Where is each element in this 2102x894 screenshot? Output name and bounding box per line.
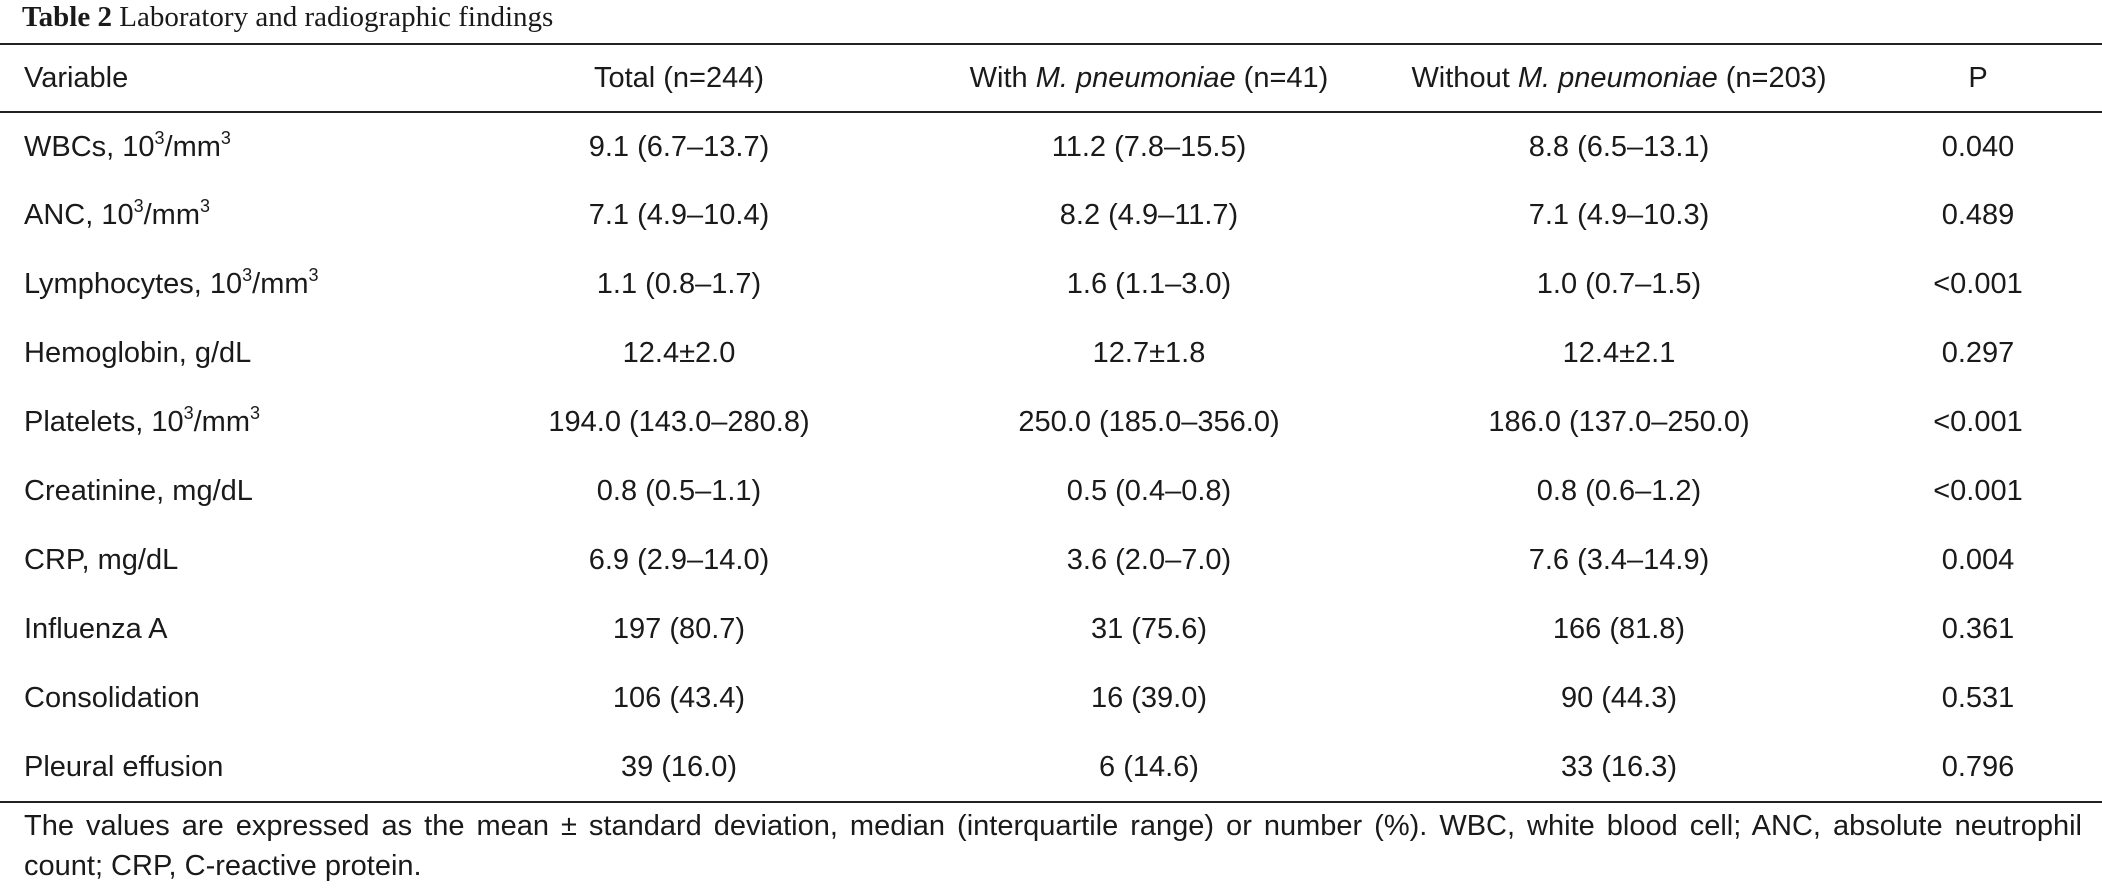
- row-label: Pleural effusion: [0, 733, 444, 803]
- table-row: Pleural effusion 39 (16.0) 6 (14.6) 33 (…: [0, 733, 2102, 803]
- cell-p: <0.001: [1933, 475, 2023, 507]
- row-label: Hemoglobin, g/dL: [24, 337, 252, 369]
- cell-total: 1.1 (0.8–1.7): [596, 268, 762, 300]
- cell-without: 0.8 (0.6–1.2): [1536, 475, 1702, 507]
- table-caption-label: Table 2: [22, 1, 112, 33]
- cell-total: 0.8 (0.5–1.1): [596, 475, 762, 507]
- cell-total: 12.4±2.0: [622, 337, 736, 369]
- table-row: Consolidation 106 (43.4) 16 (39.0) 90 (4…: [0, 664, 2102, 733]
- header-total: Total (n=244): [444, 43, 914, 113]
- cell-p: 0.531: [1941, 682, 2015, 714]
- header-with-prefix: With: [969, 61, 1036, 94]
- row-label: CRP, mg/dL: [24, 544, 179, 576]
- table-footnote: The values are expressed as the mean ± s…: [24, 810, 2082, 882]
- cell-p: 0.297: [1941, 337, 2015, 369]
- table-row: CRP, mg/dL 6.9 (2.9–14.0) 3.6 (2.0–7.0) …: [0, 526, 2102, 595]
- cell-without: 1.0 (0.7–1.5): [1536, 268, 1702, 300]
- row-label: Platelets, 103/mm3: [24, 403, 261, 438]
- cell-with: 11.2 (7.8–15.5): [1051, 130, 1247, 163]
- cell-p: <0.001: [1933, 268, 2023, 300]
- cell-p: 0.361: [1941, 613, 2015, 645]
- header-p: P: [1854, 43, 2102, 113]
- header-without-count: (n=203): [1717, 61, 1827, 94]
- cell-without: 7.6 (3.4–14.9): [1528, 544, 1710, 576]
- cell-p: 0.489: [1941, 199, 2015, 231]
- table-row: Creatinine, mg/dL 0.8 (0.5–1.1) 0.5 (0.4…: [0, 457, 2102, 526]
- cell-total: 106 (43.4): [612, 682, 746, 714]
- cell-p: 0.004: [1941, 544, 2015, 576]
- cell-with: 0.5 (0.4–0.8): [1066, 475, 1232, 507]
- table-row: Influenza A 197 (80.7) 31 (75.6) 166 (81…: [0, 595, 2102, 664]
- cell-without: 7.1 (4.9–10.3): [1528, 199, 1710, 231]
- cell-total: 6.9 (2.9–14.0): [588, 544, 770, 576]
- cell-with: 1.6 (1.1–3.0): [1066, 268, 1232, 300]
- table-row: ANC, 103/mm3 7.1 (4.9–10.4) 8.2 (4.9–11.…: [0, 181, 2102, 250]
- cell-with: 3.6 (2.0–7.0): [1066, 544, 1232, 576]
- table-row: Hemoglobin, g/dL 12.4±2.0 12.7±1.8 12.4±…: [0, 319, 2102, 388]
- table-row: Platelets, 103/mm3 194.0 (143.0–280.8) 2…: [0, 388, 2102, 457]
- cell-without: 166 (81.8): [1552, 613, 1686, 645]
- cell-with: 250.0 (185.0–356.0): [1018, 406, 1280, 438]
- row-label: Creatinine, mg/dL: [24, 475, 253, 507]
- cell-without: 12.4±2.1: [1562, 337, 1676, 369]
- cell-p: 0.040: [1941, 130, 2015, 163]
- cell-without: 8.8 (6.5–13.1): [1528, 130, 1710, 163]
- laboratory-findings-table: Variable Total (n=244) With M. pneumonia…: [0, 43, 2102, 803]
- table-row: WBCs, 103/mm3 9.1 (6.7–13.7) 11.2 (7.8–1…: [0, 112, 2102, 181]
- cell-with: 12.7±1.8: [1092, 337, 1206, 369]
- cell-total: 9.1 (6.7–13.7): [588, 130, 770, 163]
- cell-without: 186.0 (137.0–250.0): [1488, 406, 1750, 438]
- row-label: Influenza A: [24, 613, 168, 645]
- row-label: WBCs, 103/mm3: [24, 127, 231, 163]
- table-caption-text: Laboratory and radiographic findings: [119, 1, 554, 33]
- row-label: Consolidation: [24, 682, 200, 714]
- cell-with: 6 (14.6): [914, 733, 1384, 803]
- cell-total: 197 (80.7): [612, 613, 746, 645]
- header-with-count: (n=41): [1235, 61, 1329, 94]
- header-without-prefix: Without: [1411, 61, 1518, 94]
- cell-total: 39 (16.0): [444, 733, 914, 803]
- header-with-organism: M. pneumoniae: [1035, 61, 1236, 94]
- cell-total: 194.0 (143.0–280.8): [548, 406, 810, 438]
- row-label: ANC, 103/mm3: [24, 196, 211, 231]
- cell-with: 31 (75.6): [1090, 613, 1208, 645]
- table-row: Lymphocytes, 103/mm3 1.1 (0.8–1.7) 1.6 (…: [0, 250, 2102, 319]
- table-header-row: Variable Total (n=244) With M. pneumonia…: [0, 43, 2102, 113]
- cell-p: 0.796: [1854, 733, 2102, 803]
- header-without-organism: M. pneumoniae: [1517, 61, 1718, 94]
- cell-p: <0.001: [1933, 406, 2023, 438]
- cell-without: 33 (16.3): [1384, 733, 1854, 803]
- header-without: Without M. pneumoniae (n=203): [1384, 43, 1854, 113]
- cell-with: 16 (39.0): [1090, 682, 1208, 714]
- cell-with: 8.2 (4.9–11.7): [1059, 199, 1239, 231]
- header-variable: Variable: [0, 43, 444, 113]
- cell-without: 90 (44.3): [1560, 682, 1678, 714]
- row-label: Lymphocytes, 103/mm3: [24, 265, 319, 300]
- cell-total: 7.1 (4.9–10.4): [588, 199, 770, 231]
- header-with: With M. pneumoniae (n=41): [914, 43, 1384, 113]
- table-caption: Table 2 Laboratory and radiographic find…: [22, 0, 553, 38]
